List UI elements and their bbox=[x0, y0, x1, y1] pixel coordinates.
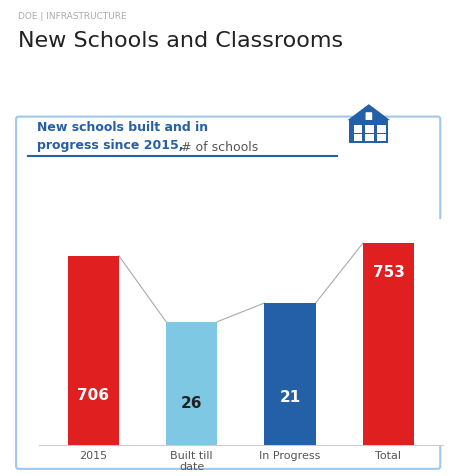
Text: 21: 21 bbox=[279, 390, 301, 405]
Text: New schools built and in
progress since 2015,: New schools built and in progress since … bbox=[37, 121, 208, 152]
FancyBboxPatch shape bbox=[377, 125, 386, 132]
Bar bbox=[166, 322, 217, 445]
Polygon shape bbox=[348, 104, 390, 120]
Bar bbox=[363, 243, 414, 445]
FancyBboxPatch shape bbox=[366, 112, 372, 121]
FancyBboxPatch shape bbox=[349, 120, 388, 143]
Text: 706: 706 bbox=[77, 388, 109, 404]
Bar bbox=[265, 303, 316, 445]
Text: 26: 26 bbox=[181, 396, 202, 410]
FancyBboxPatch shape bbox=[365, 134, 374, 141]
FancyBboxPatch shape bbox=[365, 125, 374, 132]
Bar bbox=[68, 256, 119, 445]
FancyBboxPatch shape bbox=[377, 134, 386, 141]
Text: # of schools: # of schools bbox=[177, 141, 259, 154]
Text: 753: 753 bbox=[372, 265, 404, 279]
Text: New Schools and Classrooms: New Schools and Classrooms bbox=[18, 31, 343, 51]
Text: DOE | INFRASTRUCTURE: DOE | INFRASTRUCTURE bbox=[18, 12, 127, 21]
FancyBboxPatch shape bbox=[354, 125, 362, 132]
FancyBboxPatch shape bbox=[16, 117, 440, 469]
FancyBboxPatch shape bbox=[354, 134, 362, 141]
